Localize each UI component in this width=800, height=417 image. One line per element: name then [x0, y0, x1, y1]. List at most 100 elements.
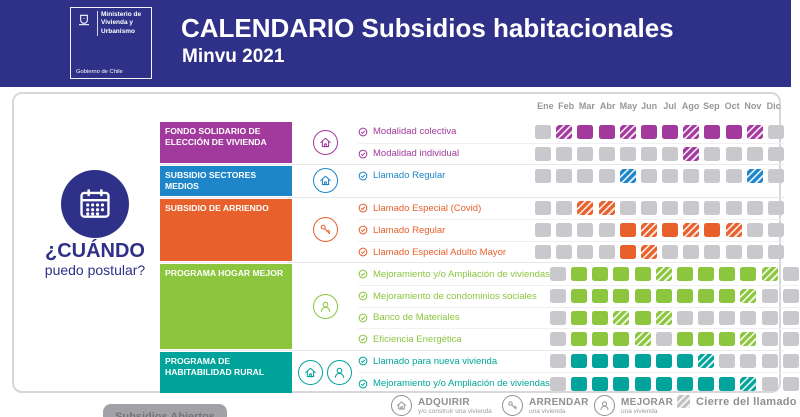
check-circle-icon	[358, 225, 368, 235]
subsidy-row-title: Mejoramiento y/o Ampliación de viviendas	[358, 269, 550, 280]
calendar-cell	[662, 201, 679, 216]
calendar-cell	[571, 376, 588, 391]
program-group-icons	[292, 351, 358, 394]
month-cells	[535, 124, 784, 139]
calendar-cell	[549, 267, 566, 282]
calendar-cell	[640, 223, 657, 238]
calendar-cell	[683, 146, 700, 161]
legend-item: MEJORAR una vivienda	[594, 395, 673, 416]
subsidy-row: Mejoramiento y/o Ampliación de viviendas	[358, 372, 799, 394]
calendar-cell	[767, 124, 784, 139]
subsidy-row-label: Llamado Regular	[373, 170, 446, 182]
check-circle-icon	[358, 127, 368, 137]
subsidies-tab[interactable]: Subsidios Abiertos	[103, 404, 227, 417]
subsidy-row-title: Mejoramiento de condominios sociales	[358, 291, 550, 302]
month-label: Jul	[663, 101, 677, 111]
calendar-cell	[782, 354, 799, 369]
question-line-1: ¿CUÁNDO	[45, 240, 145, 262]
house-icon	[391, 395, 412, 416]
calendar-cell	[549, 354, 566, 369]
calendar-cell	[613, 267, 630, 282]
subsidy-row-title: Modalidad individual	[358, 148, 535, 159]
calendar-cell	[719, 354, 736, 369]
calendar-cell	[761, 376, 778, 391]
legend-item: ADQUIRIR y/o construir una vivienda	[391, 395, 492, 416]
month-cells	[535, 168, 784, 183]
month-cells	[535, 201, 784, 216]
subsidy-row-label: Llamado Regular	[373, 224, 446, 236]
subsidy-row-label: Mejoramiento y/o Ampliación de viviendas	[373, 378, 550, 390]
legend-text: ADQUIRIR y/o construir una vivienda	[418, 397, 492, 415]
month-label: Dic	[766, 101, 781, 111]
calendar-cell	[740, 354, 757, 369]
calendar-cell	[767, 168, 784, 183]
check-circle-icon	[358, 269, 368, 279]
month-label: Ago	[681, 101, 700, 111]
calendar-cell	[746, 168, 763, 183]
legend-label: MEJORAR	[621, 396, 674, 408]
program-group-label: SUBSIDIO SECTORES MEDIOS	[160, 166, 292, 196]
subsidy-row-title: Llamado Especial Adulto Mayor	[358, 247, 535, 258]
calendar-cell	[577, 168, 594, 183]
program-group: SUBSIDIO DE ARRIENDO Llamado Especial (Co…	[160, 196, 784, 263]
program-group-rows: Llamado Especial (Covid) Llamado Regular L…	[358, 198, 784, 263]
calendar-cell	[577, 201, 594, 216]
legend-item: Cierre del llamado	[677, 395, 797, 408]
calendar-cell	[662, 245, 679, 260]
calendar-panel	[12, 92, 781, 393]
subsidy-row: Mejoramiento de condominios sociales	[358, 284, 799, 307]
calendar-cell	[725, 146, 742, 161]
legend-label: ARRENDAR	[529, 396, 589, 408]
subsidy-row-label: Llamado Especial Adulto Mayor	[373, 246, 507, 258]
calendar-cell	[571, 310, 588, 325]
calendar-cell	[592, 332, 609, 347]
calendar-cell	[719, 376, 736, 391]
calendar-cell	[676, 332, 693, 347]
check-circle-icon	[358, 334, 368, 344]
month-cells	[535, 245, 784, 260]
calendar-cell	[746, 146, 763, 161]
check-circle-icon	[358, 313, 368, 323]
calendar-cell	[535, 223, 551, 238]
calendar-cell	[592, 267, 609, 282]
calendar-cell	[761, 354, 778, 369]
calendar-cell	[740, 267, 757, 282]
subsidy-row-title: Modalidad colectiva	[358, 126, 535, 137]
calendar-cell	[640, 201, 657, 216]
calendar-cell	[598, 146, 615, 161]
calendar-cell	[619, 223, 636, 238]
calendar-cell	[613, 289, 630, 304]
subsidy-row-label: Llamado para nueva vivienda	[373, 355, 498, 367]
subsidy-row-label: Mejoramiento y/o Ampliación de viviendas	[373, 268, 550, 280]
subsidy-row: Llamado Especial (Covid)	[358, 198, 784, 220]
month-label: Ene	[537, 101, 554, 111]
calendar-cell	[719, 332, 736, 347]
legend-label: Cierre del llamado	[696, 395, 797, 408]
check-circle-icon	[358, 203, 368, 213]
month-cells	[535, 223, 784, 238]
calendar-cell	[704, 245, 721, 260]
calendar-cell	[634, 289, 651, 304]
subsidies-tab-label: Subsidios Abiertos	[115, 411, 215, 417]
month-cells	[549, 289, 799, 304]
check-circle-icon	[358, 149, 368, 159]
subsidy-row: Mejoramiento y/o Ampliación de viviendas	[358, 263, 799, 285]
calendar-cell	[782, 332, 799, 347]
month-cells	[535, 146, 784, 161]
month-label: Nov	[744, 101, 762, 111]
calendar-cell	[577, 245, 594, 260]
calendar-cell	[655, 267, 672, 282]
calendar-cell	[640, 245, 657, 260]
calendar-cell	[725, 168, 742, 183]
calendar-cell	[698, 289, 715, 304]
calendar-cell	[549, 289, 566, 304]
legend-label: ADQUIRIR	[418, 396, 470, 408]
calendar-cell	[613, 376, 630, 391]
subsidy-row-label: Modalidad individual	[373, 148, 460, 160]
calendar-cell	[577, 146, 594, 161]
legend-text: MEJORAR una vivienda	[621, 397, 673, 415]
minvu-logo: Ministerio de Vivienda y Urbanismo Gobie…	[70, 7, 152, 79]
program-group-rows: Llamado Regular	[358, 165, 784, 196]
months-row: Ene Feb Mar Abr May Jun Jul Ago Sep Oct Nov Dic	[535, 101, 784, 111]
